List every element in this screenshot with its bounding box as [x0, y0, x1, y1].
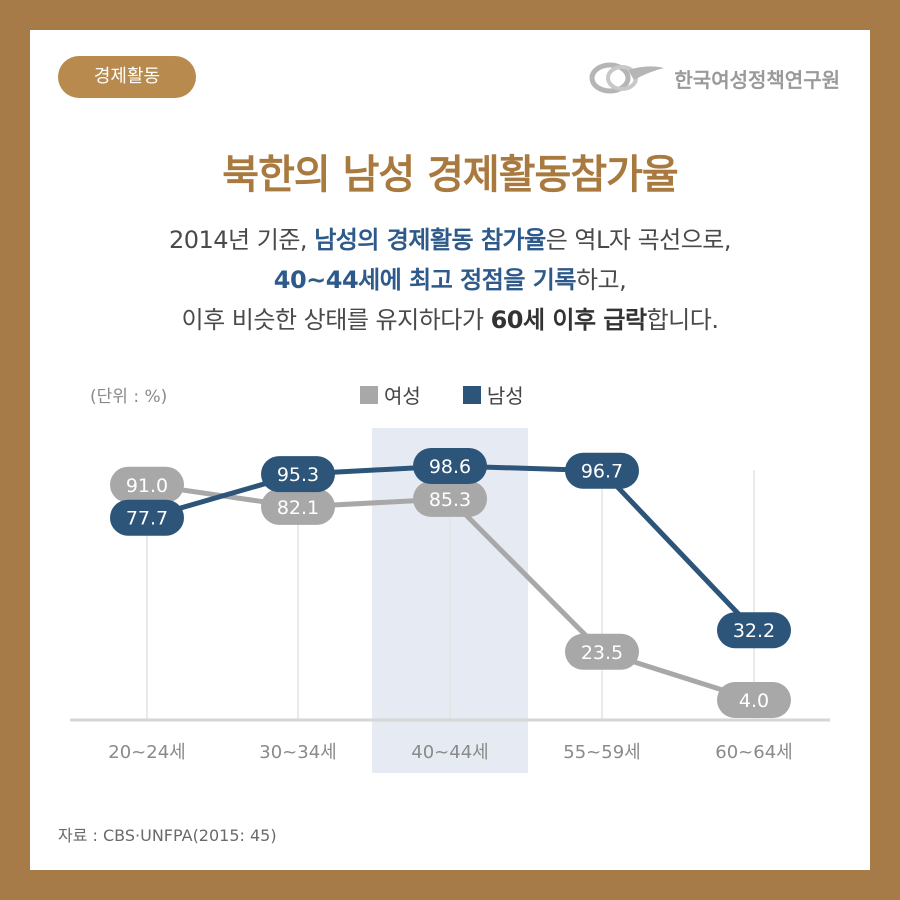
source-note: 자료 : CBS·UNFPA(2015: 45): [58, 826, 277, 845]
desc-text: 은 역L자 곡선으로,: [545, 226, 732, 254]
desc-emphasis: 60세 이후 급락: [490, 306, 648, 334]
data-point: [413, 448, 487, 484]
data-point: [261, 488, 335, 525]
description-line-3: 이후 비슷한 상태를 유지하다가 60세 이후 급락합니다.: [30, 300, 870, 340]
data-point: [110, 499, 184, 536]
data-point: [565, 452, 639, 489]
unit-label: (단위 : %): [90, 387, 168, 407]
data-label: 95.3: [277, 464, 319, 486]
x-tick-label: 40~44세: [411, 742, 488, 763]
data-label: 98.6: [429, 456, 471, 478]
x-tick-label: 20~24세: [108, 742, 185, 763]
legend-label: 남성: [486, 384, 524, 408]
x-tick-label: 60~64세: [715, 742, 792, 763]
data-label: 91.0: [126, 475, 168, 497]
card: 경제활동 한국여성정책연구원 북한의 남성 경제활동참가율 2014년 기준, …: [30, 30, 870, 870]
data-point: [110, 466, 184, 503]
data-point: [717, 682, 791, 718]
page-title: 북한의 남성 경제활동참가율: [222, 152, 678, 198]
legend-item-male: 남성: [462, 380, 524, 409]
category-badge: 경제활동: [58, 56, 196, 98]
data-point: [717, 612, 791, 649]
org-logo: 한국여성정책연구원: [588, 60, 840, 96]
legend: 여성 남성: [360, 380, 552, 409]
data-label: 82.1: [277, 497, 319, 519]
description: 2014년 기준, 남성의 경제활동 참가율은 역L자 곡선으로, 40~44세…: [30, 220, 870, 340]
org-emblem-icon: [589, 62, 665, 94]
legend-swatch: [360, 385, 378, 404]
description-line-1: 2014년 기준, 남성의 경제활동 참가율은 역L자 곡선으로,: [30, 220, 870, 260]
description-line-2: 40~44세에 최고 정점을 기록하고,: [30, 260, 870, 300]
x-tick-label: 30~34세: [259, 742, 336, 763]
data-label: 85.3: [429, 489, 471, 511]
data-point: [413, 480, 487, 517]
desc-highlight: 남성의 경제활동 참가율: [314, 226, 546, 254]
data-label: 77.7: [126, 508, 168, 530]
legend-label: 여성: [384, 384, 421, 408]
legend-swatch: [462, 385, 481, 404]
desc-text: 합니다.: [646, 306, 719, 334]
org-name: 한국여성정책연구원: [674, 67, 840, 92]
data-label: 4.0: [739, 690, 769, 712]
desc-text: 2014년 기준,: [168, 226, 315, 254]
legend-item-female: 여성: [360, 380, 421, 409]
desc-text: 이후 비슷한 상태를 유지하다가: [181, 306, 491, 334]
desc-highlight: 40~44세에 최고 정점을 기록: [273, 266, 577, 294]
x-tick-label: 55~59세: [563, 742, 640, 763]
data-label: 96.7: [581, 461, 623, 483]
data-label: 23.5: [581, 642, 623, 664]
data-point: [261, 456, 335, 493]
line-chart: 20~24세 30~34세 40~44세 55~59세 60~64세 91.0 82.1 85…: [70, 428, 830, 773]
data-label: 32.2: [733, 620, 775, 642]
data-point: [565, 633, 639, 670]
desc-text: 하고,: [575, 266, 627, 294]
